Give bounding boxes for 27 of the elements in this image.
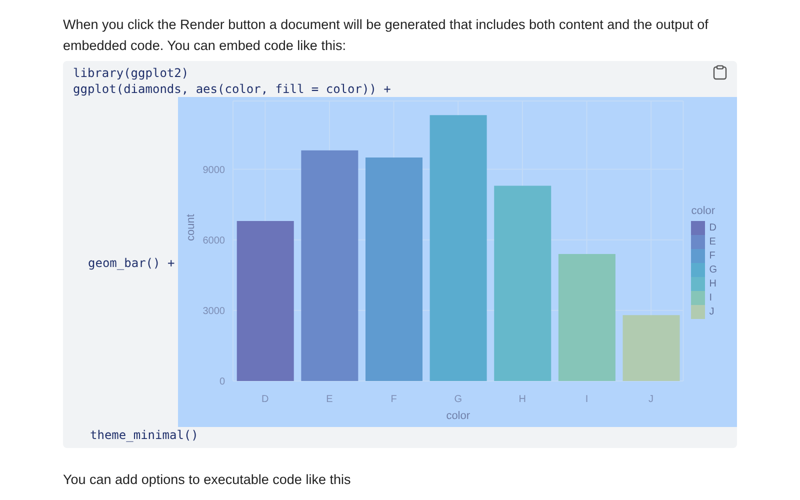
legend-label: H: [709, 278, 716, 290]
y-axis-title: count: [184, 214, 197, 241]
text: When you click the Render button a document will be generated that includes both content and the output of embedded code. You can embed code like this:: [63, 16, 710, 55]
x-tick-label: G: [454, 394, 462, 406]
legend-title: color: [691, 205, 716, 217]
legend-label: F: [709, 250, 716, 262]
text: geom_bar() +: [88, 256, 175, 270]
text: library(ggplot2): [73, 66, 189, 80]
text: theme_minimal(): [90, 428, 198, 442]
legend-label: D: [709, 222, 716, 234]
y-tick-label: 0: [219, 376, 226, 388]
text: ggplot(diamonds, aes(color, fill = color)) +: [73, 82, 391, 96]
x-tick-label: H: [518, 394, 526, 406]
legend-label: G: [709, 264, 717, 276]
legend-label: E: [709, 236, 716, 248]
x-tick-label: D: [262, 394, 269, 406]
y-tick-label: 9000: [202, 164, 226, 176]
x-tick-label: I: [585, 394, 588, 406]
y-tick-label: 3000: [202, 306, 226, 317]
legend-label: J: [709, 306, 714, 318]
x-axis-title: color: [446, 410, 470, 422]
text: You can add options to executable code like this: [63, 472, 351, 487]
x-tick-label: J: [648, 394, 654, 406]
x-tick-label: E: [326, 394, 334, 406]
x-tick-label: F: [390, 394, 397, 406]
y-tick-label: 6000: [202, 235, 226, 246]
legend-label: I: [709, 292, 712, 304]
